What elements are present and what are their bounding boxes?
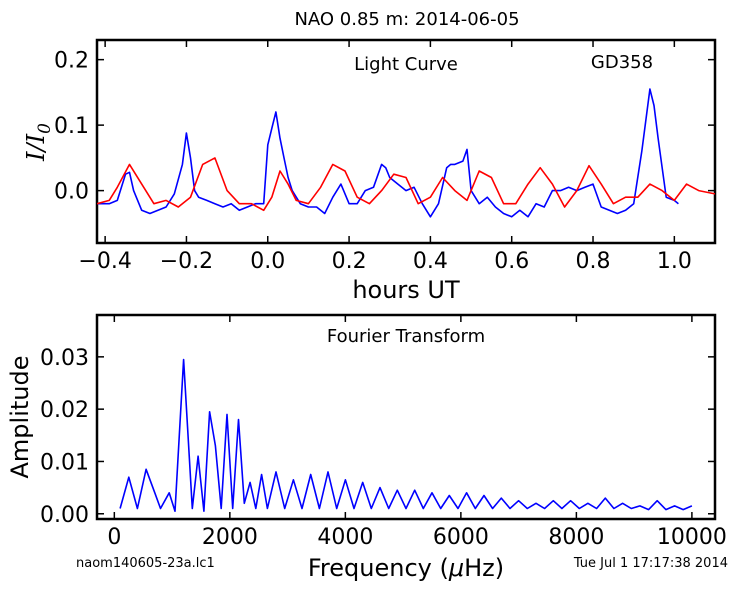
ylabel-subscript: 0: [35, 123, 55, 134]
light-curve-ytick-label: 0.1: [54, 114, 89, 139]
fourier-xtick-label: 10000: [657, 525, 727, 550]
svg-text:I/I0: I/I0: [22, 123, 55, 162]
light-curve-xtick-label: 0.4: [413, 249, 448, 274]
fourier-frame: [95, 313, 717, 521]
fourier-ytick-label: 0.01: [40, 450, 89, 475]
light-curve-ticks: −0.4 −0.2 0.0 0.2 0.4 0.6 0.8 1.0 0.0 0.1 0.2: [54, 40, 715, 274]
light-curve-xtick-label: 0.6: [494, 249, 529, 274]
footer-filename: naom140605-23a.lc1: [76, 556, 215, 571]
light-curve-xtick-label: 0.8: [576, 249, 611, 274]
light-curve-xlabel: hours UT: [352, 276, 460, 304]
fourier-ytick-label: 0.03: [40, 346, 89, 371]
fourier-xlabel: Frequency (μHz): [308, 554, 504, 582]
fourier-ytick-label: 0.00: [40, 503, 89, 528]
fourier-xtick-label: 6000: [433, 525, 489, 550]
fourier-ticks: 0 2000 4000 6000 8000 10000 0.00 0.01 0.02 0.03: [40, 315, 727, 550]
light-curve-series-line-0: [97, 88, 679, 218]
fourier-ytick-label: 0.02: [40, 398, 89, 423]
light-curve-xtick-label: 0.2: [332, 249, 367, 274]
light-curve-panel: −0.4 −0.2 0.0 0.2 0.4 0.6 0.8 1.0 0.0 0.1 0.2 Ligh…: [22, 38, 717, 304]
fourier-xtick-label: 8000: [548, 525, 604, 550]
light-curve-ytick-label: 0.0: [54, 180, 89, 205]
fourier-series: [119, 358, 693, 513]
light-curve-xtick-label: −0.2: [160, 249, 213, 274]
fourier-xtick-label: 4000: [317, 525, 373, 550]
figure-title: NAO 0.85 m: 2014-06-05: [294, 9, 519, 30]
xlabel-pre: Frequency (: [308, 554, 449, 582]
light-curve-xtick-label: −0.4: [78, 249, 131, 274]
light-curve-xtick-label: 1.0: [657, 249, 692, 274]
fourier-ylabel: Amplitude: [6, 356, 34, 479]
fourier-series-line-0: [119, 358, 693, 513]
light-curve-series: [97, 88, 715, 218]
light-curve-xtick-label: 0.0: [250, 249, 285, 274]
fourier-xtick-label: 0: [107, 525, 121, 550]
xlabel-post: Hz): [464, 554, 504, 582]
star-name-annotation: GD358: [591, 52, 653, 73]
light-curve-ylabel: I/I0: [22, 123, 55, 162]
fourier-xtick-label: 2000: [202, 525, 258, 550]
light-curve-series-line-1: [97, 157, 715, 212]
light-curve-title: Light Curve: [354, 54, 458, 75]
fourier-panel: 0 2000 4000 6000 8000 10000 0.00 0.01 0.02 0.03 F…: [6, 313, 727, 582]
footer-timestamp: Tue Jul 1 17:17:38 2014: [573, 556, 728, 571]
xlabel-mu: μ: [448, 554, 464, 582]
light-curve-frame: [95, 38, 717, 245]
ylabel-main: I/I: [22, 133, 50, 162]
fourier-title: Fourier Transform: [327, 326, 485, 347]
light-curve-ytick-label: 0.2: [54, 49, 89, 74]
